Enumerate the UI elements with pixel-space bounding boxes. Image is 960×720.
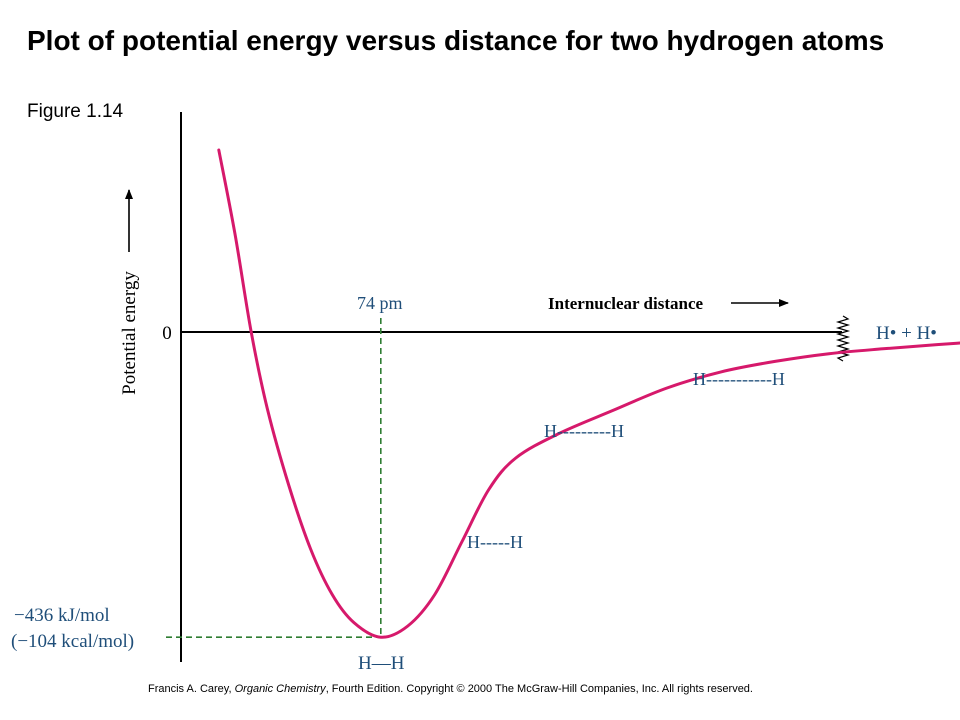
bond-energy-kcal-label: (−104 kcal/mol) — [11, 631, 134, 652]
page-title: Plot of potential energy versus distance… — [27, 25, 885, 56]
footer-book-title: Organic Chemistry — [234, 683, 326, 695]
figure-number: Figure 1.14 — [27, 101, 124, 122]
y-axis-label: Potential energy — [119, 271, 140, 395]
zero-label: 0 — [162, 323, 172, 344]
potential-energy-curve — [217, 148, 960, 639]
x-axis-label: Internuclear distance — [548, 294, 703, 313]
bond-energy-kj-label: −436 kJ/mol — [14, 605, 110, 626]
config-label-mid: H---------H — [544, 421, 624, 441]
footer-author: Francis A. Carey, — [148, 683, 235, 695]
bond-length-label: 74 pm — [357, 293, 403, 313]
axis-break-icon — [835, 315, 851, 362]
config-label-far: H-----------H — [693, 369, 785, 389]
dissociation-label: H• + H• — [876, 323, 937, 344]
footer-copyright: , Fourth Edition. Copyright © 2000 The M… — [325, 683, 753, 695]
copyright-footer: Francis A. Carey, Organic Chemistry, Fou… — [148, 683, 753, 695]
config-label-bonded: H—H — [358, 653, 405, 674]
config-label-close: H-----H — [467, 532, 523, 552]
